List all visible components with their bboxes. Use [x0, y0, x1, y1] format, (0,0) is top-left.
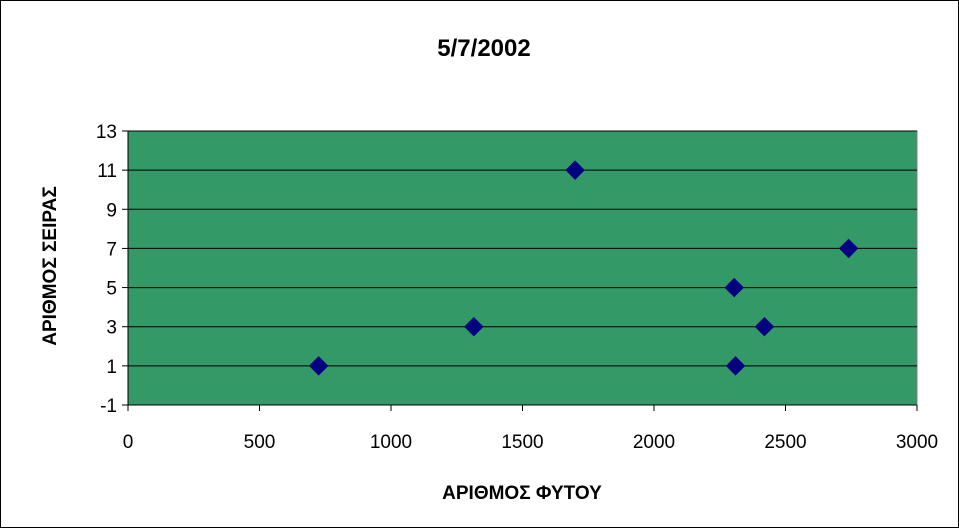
y-tick-label: 9: [106, 200, 117, 221]
data-point-marker: [724, 277, 744, 298]
y-tick-label: 3: [106, 318, 117, 339]
data-point-marker: [464, 317, 484, 337]
data-points: [308, 160, 859, 376]
data-point-marker: [565, 160, 585, 180]
x-tick-label: 1500: [501, 432, 543, 453]
x-ticks: 0 500 1000 1500 2000 2500 3000: [123, 405, 938, 453]
plot-area: [127, 130, 918, 406]
y-tick-label: 5: [106, 279, 117, 300]
data-point-marker: [308, 356, 329, 376]
chart-title: 5/7/2002: [437, 35, 530, 62]
y-axis-title: ΑΡΙΘΜΟΣ ΣΕΙΡΑΣ: [40, 186, 61, 345]
y-tick-label: 13: [96, 122, 117, 143]
data-point-marker: [725, 356, 746, 376]
x-tick-label: 2000: [633, 432, 675, 453]
x-tick-label: 0: [123, 432, 134, 453]
x-tick-label: 500: [244, 432, 276, 453]
y-tick-label: 7: [106, 239, 117, 260]
x-axis-title: ΑΡΙΘΜΟΣ ΦΥΤΟΥ: [442, 483, 602, 504]
data-point-marker: [838, 238, 859, 259]
y-tick-label: 11: [97, 161, 117, 182]
y-tick-label: 1: [106, 357, 117, 378]
x-tick-label: 3000: [896, 432, 938, 453]
x-tick-label: 2500: [764, 432, 806, 453]
x-tick-label: 1000: [370, 432, 412, 453]
y-tick-label: -1: [100, 396, 117, 417]
gridlines: [128, 130, 917, 367]
data-point-marker: [754, 317, 775, 337]
